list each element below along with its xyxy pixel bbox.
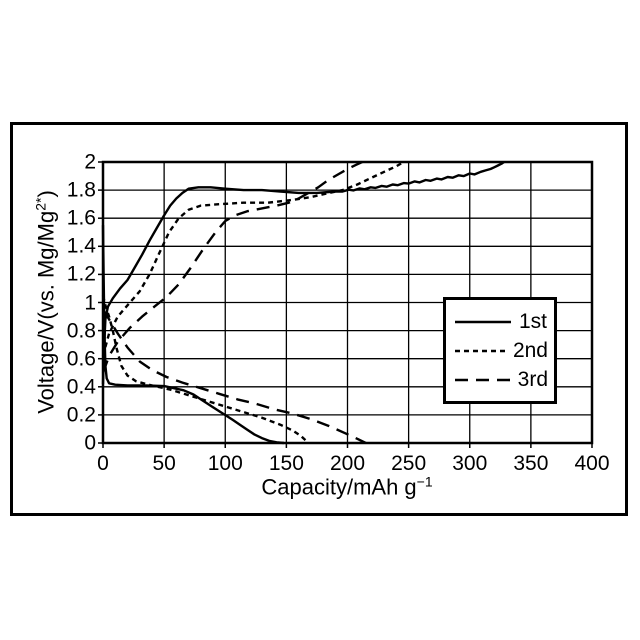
x-axis-title-superscript: −1 — [416, 473, 433, 490]
legend-label: 1st — [519, 310, 548, 333]
legend-line-sample-solid — [455, 320, 511, 323]
x-tick-label: 150 — [268, 452, 304, 475]
y-axis-title: Voltage/V(vs. Mg/Mg2*) — [32, 190, 59, 414]
x-axis-title-text: Capacity/mAh g — [261, 474, 417, 500]
legend-entry-2nd: 2nd — [455, 340, 548, 361]
legend-entry-3rd: 3rd — [455, 369, 548, 390]
legend-box: 1st 2nd 3rd — [443, 297, 557, 404]
x-tick-label: 250 — [391, 452, 427, 475]
series-2nd-discharge — [101, 295, 310, 444]
series-3rd-charge — [101, 160, 363, 374]
x-tick-label: 50 — [152, 452, 176, 475]
legend-line-sample-short-dash — [455, 349, 505, 352]
legend-label: 2nd — [512, 339, 548, 362]
series-3rd-discharge — [101, 308, 367, 445]
legend-line-sample-long-dash — [455, 378, 510, 381]
y-axis-title-superscript: 2* — [32, 197, 49, 211]
series-1st-discharge — [101, 225, 285, 445]
x-tick-label: 100 — [207, 452, 243, 475]
x-tick-label: 350 — [513, 452, 549, 475]
x-tick-label: 0 — [97, 452, 109, 475]
x-tick-label: 400 — [574, 452, 610, 475]
legend-entry-1st: 1st — [455, 311, 548, 332]
y-axis-title-text: Voltage/V(vs. Mg/Mg — [33, 210, 59, 414]
x-tick-label: 200 — [329, 452, 366, 475]
x-tick-label: 300 — [452, 452, 488, 475]
legend-label: 3rd — [517, 368, 548, 391]
series-2nd-charge — [101, 160, 405, 357]
series-1st-charge — [101, 161, 505, 385]
x-axis-tick-labels: 0 50 100 150 200 250 300 350 400 — [0, 453, 640, 479]
x-axis-title: Capacity/mAh g−1 — [261, 473, 432, 500]
y-axis-title-suffix: ) — [33, 190, 59, 198]
plot-area-border — [101, 160, 594, 445]
